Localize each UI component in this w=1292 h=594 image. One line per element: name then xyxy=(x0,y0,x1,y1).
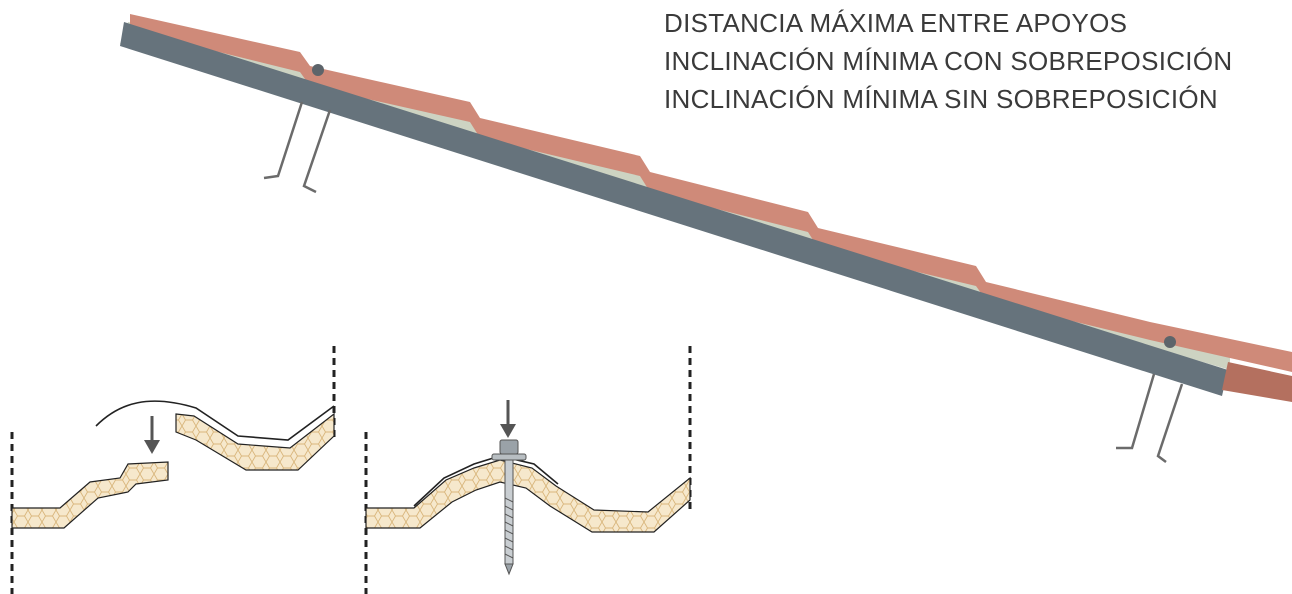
label-min-slope-no-overlap: INCLINACIÓN MÍNIMA SIN SOBREPOSICIÓN xyxy=(664,84,1218,114)
screw-thread-icon xyxy=(504,497,514,559)
upper-panel-section xyxy=(175,412,335,471)
panel-base-layer xyxy=(120,22,1228,396)
label-min-slope-overlap: INCLINACIÓN MÍNIMA CON SOBREPOSICIÓN xyxy=(664,46,1233,76)
arrow-down-head-icon xyxy=(144,440,160,454)
detail-overlap-joint xyxy=(10,346,336,594)
panel-top-sheet xyxy=(130,14,1292,372)
screw-tip-icon xyxy=(504,563,514,576)
support-bracket-left xyxy=(263,101,332,194)
panel-end-face xyxy=(1222,362,1292,402)
spec-labels: DISTANCIA MÁXIMA ENTRE APOYOS INCLINACIÓ… xyxy=(664,4,1232,118)
support-bracket-right xyxy=(1116,373,1184,463)
detail-fastened-joint xyxy=(364,346,692,594)
roof-panel xyxy=(120,14,1292,402)
joined-panel-skin xyxy=(413,455,559,507)
screw-head-icon xyxy=(499,439,519,455)
arrow-down-head-icon-2 xyxy=(500,424,516,438)
screw-washer-icon xyxy=(491,453,527,461)
upper-panel-skin xyxy=(95,400,335,441)
screw-head-right xyxy=(1164,336,1176,348)
joined-panel-section xyxy=(365,459,691,533)
lower-panel-section xyxy=(11,461,169,529)
label-max-support-distance: DISTANCIA MÁXIMA ENTRE APOYOS xyxy=(664,8,1128,38)
screw-head-left xyxy=(312,64,324,76)
